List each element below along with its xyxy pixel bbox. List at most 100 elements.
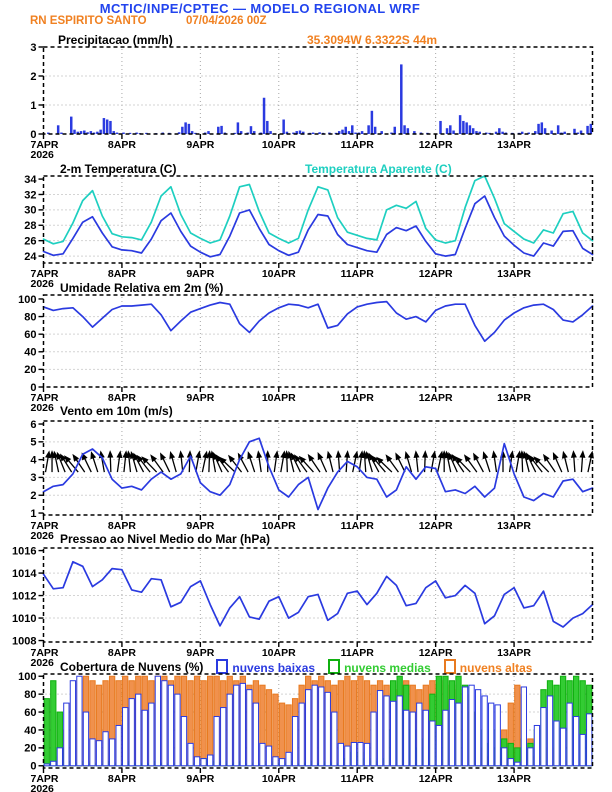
pressure-title: Pressao ao Nivel Medio do Mar (hPa): [60, 532, 271, 546]
svg-text:12APR: 12APR: [419, 392, 453, 404]
svg-text:1: 1: [30, 508, 36, 520]
legend-label-high: nuvens altas: [459, 661, 533, 675]
apparent-temperature-title: Temperatura Aparente (C): [305, 162, 452, 176]
mid-clouds-swatch-icon: [328, 659, 341, 674]
svg-text:34: 34: [24, 174, 37, 186]
svg-text:60: 60: [24, 329, 36, 341]
svg-text:9APR: 9APR: [186, 520, 214, 532]
svg-text:12APR: 12APR: [419, 647, 453, 659]
cloud-cover-title: Cobertura de Nuvens (%): [60, 660, 204, 674]
svg-text:9APR: 9APR: [186, 773, 214, 785]
svg-text:2026: 2026: [31, 149, 55, 161]
svg-text:2026: 2026: [31, 657, 55, 669]
svg-text:20: 20: [24, 743, 36, 755]
svg-text:8APR: 8APR: [108, 773, 136, 785]
svg-text:100: 100: [18, 294, 36, 306]
svg-text:9APR: 9APR: [186, 392, 214, 404]
station-name: RN ESPIRITO SANTO: [30, 15, 147, 27]
svg-text:8APR: 8APR: [108, 647, 136, 659]
svg-text:13APR: 13APR: [497, 647, 531, 659]
svg-text:2: 2: [30, 71, 36, 83]
run-datetime: 07/04/2026 00Z: [186, 15, 267, 27]
svg-text:12APR: 12APR: [419, 268, 453, 280]
svg-text:2026: 2026: [31, 530, 55, 542]
svg-text:100: 100: [18, 671, 36, 683]
svg-text:1008: 1008: [12, 635, 36, 647]
svg-text:40: 40: [24, 347, 36, 359]
temperature-title: 2-m Temperatura (C): [60, 162, 177, 176]
svg-text:13APR: 13APR: [497, 520, 531, 532]
svg-text:26: 26: [24, 235, 36, 247]
svg-text:11APR: 11APR: [341, 268, 375, 280]
svg-text:1016: 1016: [12, 545, 36, 557]
svg-text:7APR: 7APR: [31, 773, 59, 785]
svg-text:1010: 1010: [12, 613, 36, 625]
svg-text:32: 32: [24, 189, 36, 201]
svg-text:10APR: 10APR: [262, 392, 296, 404]
svg-text:12APR: 12APR: [419, 520, 453, 532]
svg-text:6: 6: [30, 419, 36, 431]
svg-text:10APR: 10APR: [262, 773, 296, 785]
svg-text:10APR: 10APR: [262, 139, 296, 151]
svg-text:2026: 2026: [31, 278, 55, 290]
svg-text:8APR: 8APR: [108, 392, 136, 404]
cloud-cover-header: Cobertura de Nuvens (%) nuvens baixas nu…: [60, 659, 532, 675]
svg-text:13APR: 13APR: [497, 139, 531, 151]
svg-text:8APR: 8APR: [108, 139, 136, 151]
legend-label-mid: nuvens medias: [344, 661, 431, 675]
svg-text:5: 5: [30, 437, 36, 449]
svg-text:12APR: 12APR: [419, 139, 453, 151]
svg-text:11APR: 11APR: [341, 139, 375, 151]
high-clouds-swatch-icon: [443, 659, 456, 674]
svg-text:11APR: 11APR: [341, 647, 375, 659]
precipitation-title: Precipitacao (mm/h): [58, 33, 173, 47]
svg-text:9APR: 9APR: [186, 647, 214, 659]
svg-text:3: 3: [30, 42, 36, 54]
svg-text:7APR: 7APR: [31, 139, 59, 151]
svg-text:7APR: 7APR: [31, 392, 59, 404]
svg-text:80: 80: [24, 311, 36, 323]
svg-text:40: 40: [24, 725, 36, 737]
svg-text:2026: 2026: [31, 783, 55, 792]
low-clouds-swatch-icon: [216, 659, 229, 674]
svg-text:13APR: 13APR: [497, 773, 531, 785]
svg-text:10APR: 10APR: [262, 520, 296, 532]
svg-text:8APR: 8APR: [108, 268, 136, 280]
svg-text:28: 28: [24, 220, 36, 232]
model-title: MCTIC/INPE/CPTEC — MODELO REGIONAL WRF: [99, 1, 421, 16]
svg-text:1: 1: [30, 100, 36, 112]
svg-text:20: 20: [24, 364, 36, 376]
humidity-title: Umidade Relativa em 2m (%): [60, 281, 224, 295]
legend-item-high-clouds: nuvens altas: [443, 659, 533, 675]
svg-text:1012: 1012: [12, 590, 36, 602]
svg-text:9APR: 9APR: [186, 268, 214, 280]
svg-text:11APR: 11APR: [341, 520, 375, 532]
svg-text:10APR: 10APR: [262, 268, 296, 280]
svg-text:2026: 2026: [31, 402, 55, 414]
svg-text:24: 24: [24, 251, 37, 263]
svg-text:11APR: 11APR: [341, 392, 375, 404]
wind-title: Vento em 10m (m/s): [60, 404, 173, 418]
svg-text:8APR: 8APR: [108, 520, 136, 532]
svg-text:2: 2: [30, 490, 36, 502]
station-coordinates: 35.3094W 6.3322S 44m: [307, 33, 438, 47]
svg-text:60: 60: [24, 707, 36, 719]
svg-text:30: 30: [24, 205, 36, 217]
svg-text:7APR: 7APR: [31, 268, 59, 280]
legend-item-mid-clouds: nuvens medias: [328, 659, 431, 675]
svg-text:0: 0: [30, 382, 36, 394]
svg-text:12APR: 12APR: [419, 773, 453, 785]
svg-text:7APR: 7APR: [31, 520, 59, 532]
svg-text:10APR: 10APR: [262, 647, 296, 659]
svg-text:4: 4: [30, 454, 37, 466]
svg-text:9APR: 9APR: [186, 139, 214, 151]
svg-text:0: 0: [30, 129, 36, 141]
legend-item-low-clouds: nuvens baixas: [216, 659, 315, 675]
